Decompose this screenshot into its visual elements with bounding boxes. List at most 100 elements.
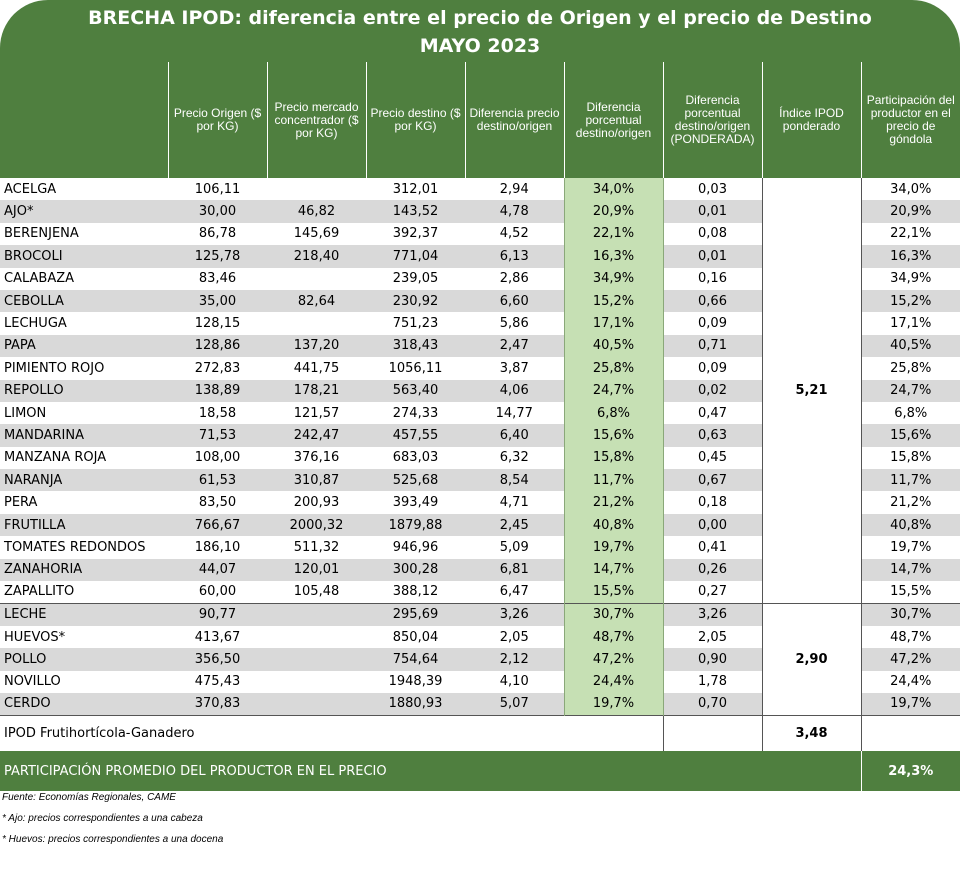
participacion-productor: 19,7% bbox=[890, 539, 932, 555]
diferencia-porcentual: 24,4% bbox=[563, 670, 664, 693]
product-name: LECHE bbox=[0, 602, 168, 626]
product-name: MANDARINA bbox=[0, 424, 168, 447]
precio-destino: 771,04 bbox=[366, 245, 465, 268]
precio-origen: 138,89 bbox=[168, 379, 267, 402]
diferencia-porcentual: 21,2% bbox=[563, 491, 664, 514]
participacion-productor: 34,9% bbox=[890, 271, 932, 287]
participacion-productor: 19,7% bbox=[861, 692, 960, 716]
precio-mercado bbox=[267, 648, 366, 671]
header-product bbox=[0, 62, 168, 178]
table-row: PIMIENTO ROJO 272,83 441,75 1056,11 3,87 25,8… bbox=[0, 357, 960, 380]
participacion-productor: 24,7% bbox=[861, 379, 960, 402]
participacion-productor: 20,9% bbox=[861, 200, 960, 223]
diferencia-ponderada: 0,09 bbox=[663, 312, 763, 335]
diferencia: 4,10 bbox=[499, 674, 529, 690]
precio-mercado: 218,40 bbox=[267, 245, 366, 268]
table-row: MANZANA ROJA 108,00 376,16 683,03 6,32 15,8% 0… bbox=[0, 446, 960, 470]
diferencia: 6,13 bbox=[465, 245, 564, 268]
precio-destino: 392,37 bbox=[392, 226, 439, 242]
diferencia-ponderada: 0,63 bbox=[663, 424, 763, 447]
diferencia-porcentual: 15,2% bbox=[563, 289, 664, 313]
precio-origen: 60,00 bbox=[198, 584, 237, 600]
precio-origen: 61,53 bbox=[168, 469, 267, 492]
diferencia: 3,26 bbox=[465, 602, 564, 626]
ipod-group-value: 5,21 bbox=[762, 178, 862, 604]
product-name: FRUTILLA bbox=[0, 513, 168, 537]
table-row: NARANJA 61,53 310,87 525,68 8,54 11,7% 0,67 11,… bbox=[0, 469, 960, 492]
product-name: ACELGA bbox=[4, 181, 57, 197]
diferencia: 6,47 bbox=[499, 584, 529, 600]
precio-destino: 143,52 bbox=[366, 200, 465, 223]
product-name: NARANJA bbox=[0, 469, 168, 492]
table-row: ACELGA 106,11 312,01 2,94 34,0% 0,03 5,21 34,0% bbox=[0, 178, 960, 604]
header-indice-ipod: Índice IPOD ponderado bbox=[761, 62, 861, 178]
precio-mercado: 2000,32 bbox=[267, 513, 366, 537]
total-blank-cell bbox=[861, 714, 960, 752]
precio-mercado: 178,21 bbox=[267, 379, 366, 402]
precio-origen: 108,00 bbox=[194, 450, 241, 466]
precio-destino: 754,64 bbox=[366, 648, 465, 671]
precio-mercado bbox=[267, 178, 366, 200]
product-name: POLLO bbox=[0, 648, 168, 671]
diferencia-porcentual: 19,7% bbox=[563, 692, 664, 716]
diferencia-ponderada: 0,71 bbox=[663, 334, 763, 358]
header-participacion: Participación del productor en el precio… bbox=[860, 62, 960, 178]
total-value: 3,48 bbox=[762, 714, 862, 752]
precio-mercado bbox=[267, 602, 366, 626]
table-row: ZAPALLITO 60,00 105,48 388,12 6,47 15,5% 0,27 1… bbox=[0, 581, 960, 604]
participacion-productor: 15,6% bbox=[861, 424, 960, 447]
diferencia-ponderada: 0,16 bbox=[663, 267, 763, 290]
diferencia-ponderada: 0,70 bbox=[663, 692, 763, 716]
precio-mercado: 105,48 bbox=[293, 584, 340, 600]
precio-mercado bbox=[267, 268, 366, 290]
diferencia: 5,09 bbox=[499, 539, 529, 555]
product-name: CERDO bbox=[0, 692, 168, 716]
header-precio-origen: Precio Origen ($ por KG) bbox=[167, 62, 267, 178]
diferencia: 6,32 bbox=[499, 450, 529, 466]
participacion-productor: 48,7% bbox=[890, 629, 932, 645]
diferencia-ponderada: 0,01 bbox=[663, 245, 763, 268]
diferencia: 5,86 bbox=[499, 316, 529, 332]
diferencia-ponderada: 0,02 bbox=[663, 379, 763, 402]
diferencia: 6,81 bbox=[465, 558, 564, 582]
diferencia-porcentual: 15,5% bbox=[563, 581, 664, 604]
precio-origen: 186,10 bbox=[194, 539, 241, 555]
diferencia-porcentual: 25,8% bbox=[563, 357, 664, 380]
precio-destino: 850,04 bbox=[392, 629, 439, 645]
precio-origen: 106,11 bbox=[194, 181, 241, 197]
diferencia-porcentual: 6,8% bbox=[563, 401, 664, 425]
table-row: AJO* 30,00 46,82 143,52 4,78 20,9% 0,01 20,9% bbox=[0, 200, 960, 223]
product-name: MANZANA ROJA bbox=[4, 450, 107, 466]
header-precio-destino: Precio destino ($ por KG) bbox=[365, 62, 465, 178]
precio-mercado: 200,93 bbox=[293, 495, 340, 511]
precio-destino: 274,33 bbox=[392, 405, 439, 421]
diferencia-ponderada: 0,67 bbox=[663, 469, 763, 492]
precio-origen: 356,50 bbox=[168, 648, 267, 671]
title-banner: BRECHA IPOD: diferencia entre el precio … bbox=[0, 0, 960, 62]
precio-origen: 128,15 bbox=[194, 316, 241, 332]
header-diferencia-ponderada: Diferencia porcentual destino/origen (PO… bbox=[662, 62, 762, 178]
diferencia: 4,71 bbox=[499, 495, 529, 511]
product-name: TOMATES REDONDOS bbox=[4, 539, 146, 555]
precio-origen: 86,78 bbox=[198, 226, 237, 242]
diferencia-ponderada: 3,26 bbox=[663, 602, 763, 626]
diferencia-porcentual: 40,8% bbox=[563, 513, 664, 537]
precio-destino: 300,28 bbox=[366, 558, 465, 582]
diferencia: 6,60 bbox=[465, 289, 564, 313]
precio-destino: 751,23 bbox=[392, 316, 439, 332]
header-diferencia: Diferencia precio destino/origen bbox=[464, 62, 564, 178]
product-name: LECHUGA bbox=[4, 316, 67, 332]
participacion-productor: 34,0% bbox=[890, 181, 932, 197]
diferencia-porcentual: 17,1% bbox=[563, 312, 664, 335]
precio-destino: 683,03 bbox=[392, 450, 439, 466]
diferencia-porcentual: 22,1% bbox=[563, 222, 664, 246]
participacion-productor: 22,1% bbox=[890, 226, 932, 242]
header-row: Precio Origen ($ por KG) Precio mercado … bbox=[0, 62, 960, 178]
table-row: NOVILLO 475,43 1948,39 4,10 24,4% 1,78 24,4% bbox=[0, 670, 960, 693]
precio-destino: 457,55 bbox=[366, 424, 465, 447]
table-row: LECHUGA 128,15 751,23 5,86 17,1% 0,09 17,1% bbox=[0, 312, 960, 335]
diferencia-porcentual: 15,6% bbox=[563, 424, 664, 447]
table-row: TOMATES REDONDOS 186,10 511,32 946,96 5,09 19… bbox=[0, 536, 960, 559]
precio-origen: 18,58 bbox=[198, 405, 237, 421]
product-name: CEBOLLA bbox=[0, 289, 168, 313]
